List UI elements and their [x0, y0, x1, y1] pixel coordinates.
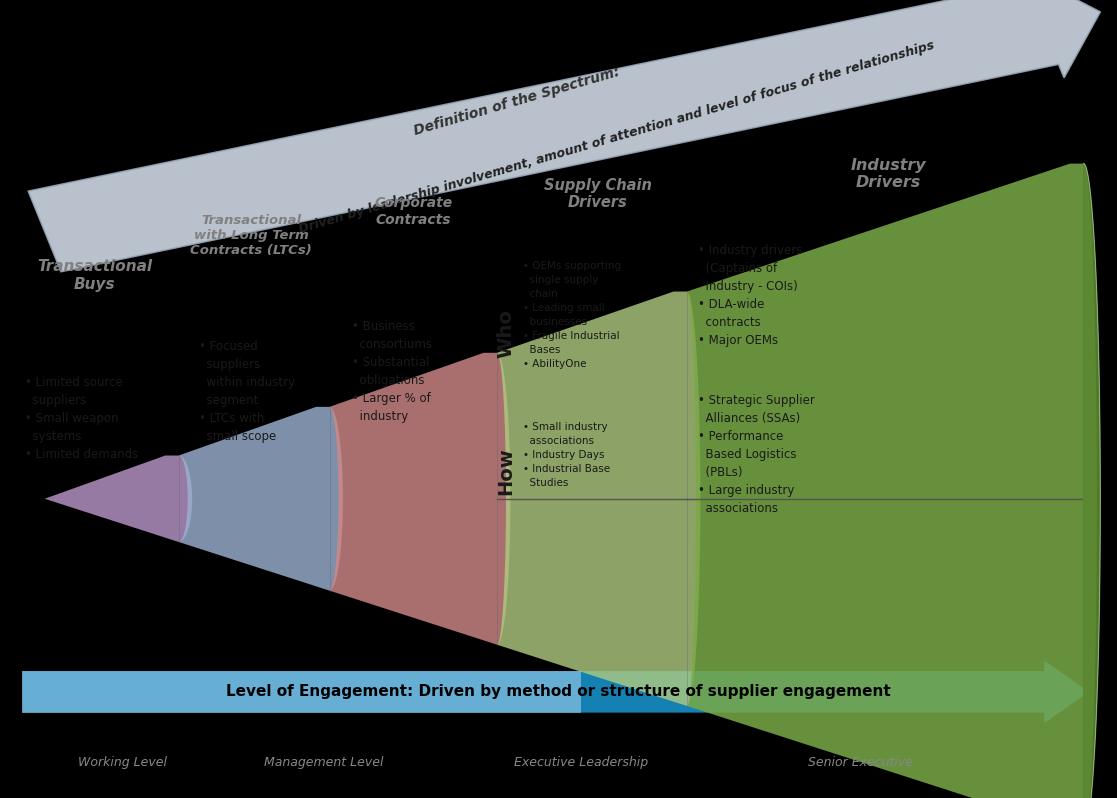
Polygon shape: [22, 671, 581, 713]
Text: Level of Engagement: Driven by method or structure of supplier engagement: Level of Engagement: Driven by method or…: [226, 685, 891, 699]
Text: Who: Who: [496, 309, 516, 358]
Text: Corporate
Contracts: Corporate Contracts: [374, 196, 452, 227]
Text: • Strategic Supplier
  Alliances (SSAs)
• Performance
  Based Logistics
  (PBLs): • Strategic Supplier Alliances (SSAs) • …: [698, 394, 815, 516]
Text: How: How: [496, 447, 516, 495]
Text: • Small industry
  associations
• Industry Days
• Industrial Base
  Studies: • Small industry associations • Industry…: [523, 422, 610, 488]
Text: Definition of the Spectrum:: Definition of the Spectrum:: [412, 65, 621, 138]
Text: Industry
Drivers: Industry Drivers: [850, 158, 926, 190]
PathPatch shape: [330, 353, 510, 645]
PathPatch shape: [497, 291, 700, 706]
Text: Transactional
with Long Term
Contracts (LTCs): Transactional with Long Term Contracts (…: [191, 214, 312, 257]
Text: Management Level: Management Level: [265, 756, 383, 768]
Text: • Focused
  suppliers
  within industry
  segment
• LTCs with
  small scope: • Focused suppliers within industry segm…: [199, 339, 295, 443]
Text: Working Level: Working Level: [78, 756, 168, 768]
Polygon shape: [1083, 164, 1100, 798]
Text: Transactional
Buys: Transactional Buys: [37, 259, 153, 291]
Text: • Industry drivers
  (Captains of
  Industry - COIs)
• DLA-wide
  contracts
• Ma: • Industry drivers (Captains of Industry…: [698, 243, 802, 347]
Text: Executive Leadership: Executive Leadership: [514, 756, 648, 768]
Text: Supply Chain
Drivers: Supply Chain Drivers: [544, 178, 651, 210]
Text: Senior Executive: Senior Executive: [808, 756, 913, 768]
PathPatch shape: [45, 456, 192, 542]
Polygon shape: [28, 0, 1100, 271]
PathPatch shape: [687, 164, 1097, 798]
Polygon shape: [22, 661, 1089, 723]
PathPatch shape: [179, 407, 343, 591]
Text: • OEMs supporting
  single supply
  chain
• Leading small
  businesses
• Fragile: • OEMs supporting single supply chain • …: [523, 261, 621, 369]
Text: Driven by leadership involvement, amount of attention and level of focus of the : Driven by leadership involvement, amount…: [298, 39, 936, 236]
Text: • Business
  consortiums
• Substantial
  obligations
• Larger % of
  industry: • Business consortiums • Substantial obl…: [352, 319, 432, 423]
Text: • Limited source
  suppliers
• Small weapon
  systems
• Limited demands: • Limited source suppliers • Small weapo…: [25, 377, 137, 461]
